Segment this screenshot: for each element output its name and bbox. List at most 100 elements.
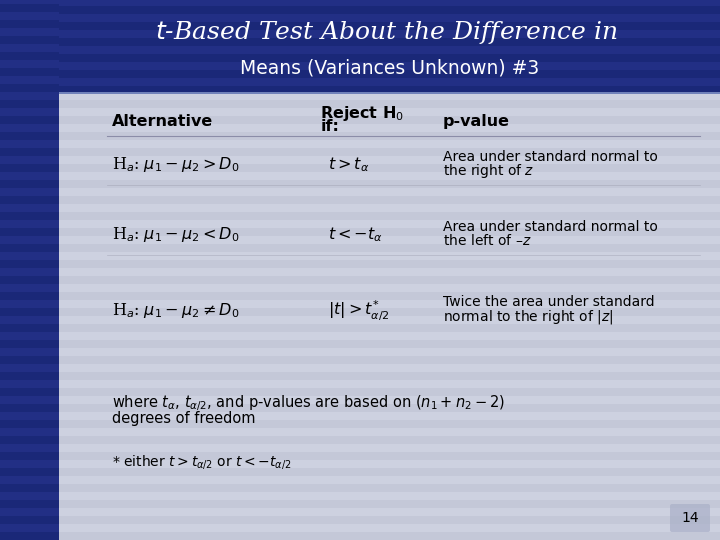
Bar xyxy=(0,236,59,244)
Bar xyxy=(0,212,59,220)
Bar xyxy=(0,460,59,468)
Bar xyxy=(0,76,720,84)
Bar xyxy=(59,91,720,94)
Text: p-value: p-value xyxy=(443,114,510,129)
Bar xyxy=(0,308,59,316)
Text: Twice the area under standard: Twice the area under standard xyxy=(443,295,654,309)
Text: Reject H$_0$: Reject H$_0$ xyxy=(320,104,405,123)
Bar xyxy=(0,348,720,356)
Bar xyxy=(59,6,720,14)
Bar xyxy=(59,46,720,54)
Bar xyxy=(0,204,59,212)
Bar xyxy=(0,332,59,340)
Bar xyxy=(0,404,59,412)
Bar xyxy=(0,0,720,4)
Bar xyxy=(0,228,59,236)
Bar xyxy=(0,292,720,300)
Bar xyxy=(0,4,720,12)
Bar xyxy=(59,62,720,70)
Bar xyxy=(0,492,59,500)
Bar xyxy=(0,388,720,396)
Text: $t$-Based Test About the Difference in: $t$-Based Test About the Difference in xyxy=(155,19,618,46)
Text: $t < -t_{\alpha}$: $t < -t_{\alpha}$ xyxy=(328,226,383,244)
Bar xyxy=(0,340,720,348)
Bar xyxy=(0,68,720,76)
Bar xyxy=(0,524,59,532)
Bar xyxy=(0,124,59,132)
Bar xyxy=(0,180,59,188)
Text: if:: if: xyxy=(320,119,339,134)
Text: degrees of freedom: degrees of freedom xyxy=(112,410,255,426)
Bar xyxy=(59,54,720,62)
Bar xyxy=(0,492,720,500)
Bar xyxy=(0,28,59,36)
Bar xyxy=(0,524,720,532)
Bar xyxy=(0,404,720,412)
Bar xyxy=(0,380,59,388)
Bar xyxy=(0,420,59,428)
Bar xyxy=(0,308,720,316)
Bar xyxy=(0,452,720,460)
Bar xyxy=(0,92,59,100)
Bar xyxy=(0,468,59,476)
Bar xyxy=(0,116,59,124)
Text: H$_a$: $\mu_1 - \mu_2 < D_0$: H$_a$: $\mu_1 - \mu_2 < D_0$ xyxy=(112,225,239,245)
Bar xyxy=(0,388,59,396)
Bar xyxy=(0,436,720,444)
Bar xyxy=(0,28,720,36)
Bar xyxy=(0,300,59,308)
Bar xyxy=(0,12,59,20)
Bar xyxy=(0,140,720,148)
Bar xyxy=(0,444,720,452)
Bar xyxy=(59,22,720,30)
Bar xyxy=(0,20,720,28)
Bar xyxy=(0,484,59,492)
Bar xyxy=(0,516,59,524)
Bar xyxy=(0,276,720,284)
Bar xyxy=(0,252,720,260)
Bar xyxy=(0,108,720,116)
Text: where $t_\alpha$, $t_{\alpha/2}$, and p-values are based on ($n_1 + n_2 - 2$): where $t_\alpha$, $t_{\alpha/2}$, and p-… xyxy=(112,393,505,413)
Bar xyxy=(0,164,59,172)
Bar xyxy=(0,356,720,364)
Bar xyxy=(0,204,720,212)
Text: the left of –$z$: the left of –$z$ xyxy=(443,233,531,248)
Text: Area under standard normal to: Area under standard normal to xyxy=(443,150,657,164)
Bar xyxy=(0,364,59,372)
Bar xyxy=(0,532,59,540)
Bar xyxy=(0,332,720,340)
Bar xyxy=(0,132,59,140)
Bar xyxy=(59,14,720,22)
Bar xyxy=(0,340,59,348)
Bar xyxy=(0,532,720,540)
Bar xyxy=(0,476,59,484)
Bar xyxy=(0,316,720,324)
Bar xyxy=(59,38,720,46)
Bar xyxy=(0,212,720,220)
Bar xyxy=(0,412,59,420)
Bar xyxy=(0,244,720,252)
Bar xyxy=(0,444,59,452)
Bar xyxy=(0,164,720,172)
Bar xyxy=(0,484,720,492)
Bar xyxy=(0,132,720,140)
Bar xyxy=(0,284,59,292)
Bar xyxy=(0,60,720,68)
Bar xyxy=(0,396,59,404)
Bar xyxy=(59,86,720,94)
Bar xyxy=(0,460,720,468)
Bar xyxy=(0,468,720,476)
Bar xyxy=(0,156,59,164)
Bar xyxy=(0,260,720,268)
Bar xyxy=(0,284,720,292)
Bar xyxy=(0,188,59,196)
Text: $t > t_{\alpha}$: $t > t_{\alpha}$ xyxy=(328,156,370,174)
Text: normal to the right of $|z|$: normal to the right of $|z|$ xyxy=(443,307,613,326)
Bar xyxy=(0,220,720,228)
Bar xyxy=(0,100,59,108)
Bar xyxy=(0,108,59,116)
Text: Alternative: Alternative xyxy=(112,114,213,129)
Bar xyxy=(0,220,59,228)
Bar xyxy=(0,84,720,92)
Bar xyxy=(0,12,720,20)
